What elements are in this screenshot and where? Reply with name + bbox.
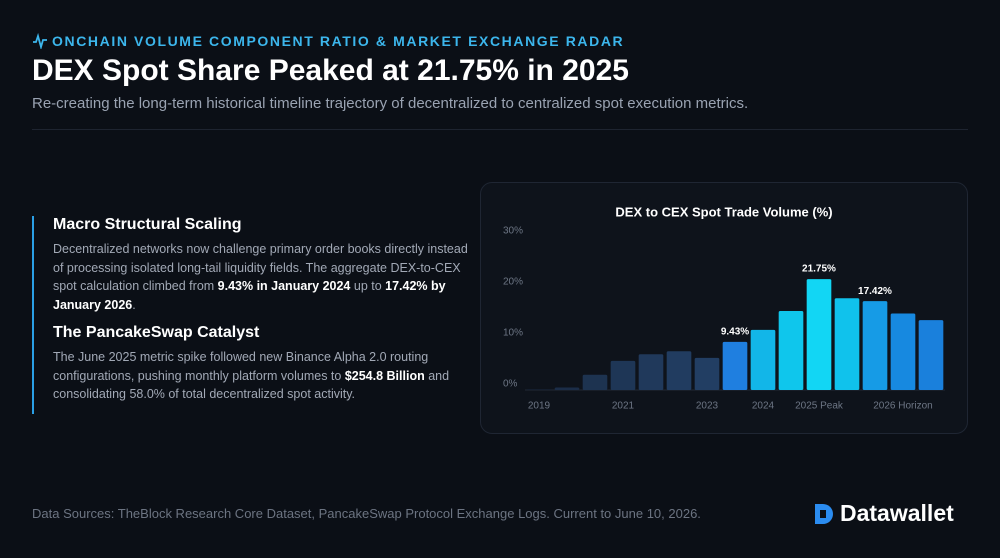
section-heading: Macro Structural Scaling (53, 216, 242, 233)
bar (862, 301, 888, 390)
text-run: 17.42% by January 2026 (53, 279, 446, 312)
section-body: Decentralized networks now challenge pri… (53, 240, 473, 314)
y-tick-label: 10% (503, 328, 523, 339)
y-tick-label: 20% (503, 277, 523, 288)
value-label: 21.75% (802, 264, 836, 275)
x-tick-label: 2025 Peak (795, 401, 844, 412)
bar (666, 351, 692, 390)
bar (834, 298, 860, 390)
section: The PancakeSwap Catalyst The June 2025 me… (53, 324, 473, 404)
text-panel: Macro Structural Scaling Decentralized ne… (32, 216, 473, 414)
section-heading: The PancakeSwap Catalyst (53, 324, 260, 341)
x-tick-label: 2024 (752, 401, 775, 412)
x-tick-label: 2019 (528, 401, 551, 412)
source-note: Data Sources: TheBlock Research Core Dat… (32, 506, 701, 521)
kicker: ONCHAIN VOLUME COMPONENT RATIO & MARKET … (52, 33, 625, 49)
y-tick-label: 0% (503, 379, 518, 390)
text-run: . (132, 297, 136, 312)
x-tick-label: 2026 Horizon (873, 401, 932, 412)
text-run: $254.8 Billion (344, 368, 425, 383)
section-body: The June 2025 metric spike followed new … (53, 348, 473, 404)
value-label: 9.43% (721, 327, 749, 338)
text-run: up to (350, 279, 386, 293)
chart-title: DEX to CEX Spot Trade Volume (%) (615, 204, 832, 219)
bar (918, 320, 944, 390)
bar (554, 387, 580, 390)
value-label: 17.42% (858, 286, 892, 297)
bar (526, 389, 552, 390)
bar (750, 329, 776, 390)
bar (806, 279, 832, 390)
bar (778, 310, 804, 390)
divider (32, 129, 968, 130)
x-tick-label: 2021 (612, 401, 635, 412)
bar (722, 341, 748, 390)
bar (582, 374, 608, 390)
bar (694, 357, 720, 390)
brand-logo (815, 504, 833, 524)
y-tick-label: 30% (503, 226, 523, 237)
text-run: Decentralized networks now challenge pri… (53, 242, 468, 293)
text-run: 9.43% in January 2024 (217, 279, 351, 293)
bar (610, 360, 636, 390)
bar (638, 354, 664, 390)
section: Macro Structural Scaling Decentralized ne… (53, 216, 473, 314)
text-run: and consolidating 58.0% of total decentr… (53, 368, 450, 402)
subtitle: Re-creating the long-term historical tim… (32, 95, 749, 112)
pulse-icon (33, 33, 47, 49)
x-tick-label: 2023 (696, 401, 719, 412)
page-title: DEX Spot Share Peaked at 21.75% in 2025 (32, 54, 629, 87)
brand-name: Datawallet (840, 500, 954, 526)
bar (890, 313, 916, 390)
text-run: The June 2025 metric spike followed new … (53, 350, 429, 383)
chart: DEX to CEX Spot Trade Volume (%) 0% 10% 20… (503, 204, 945, 412)
